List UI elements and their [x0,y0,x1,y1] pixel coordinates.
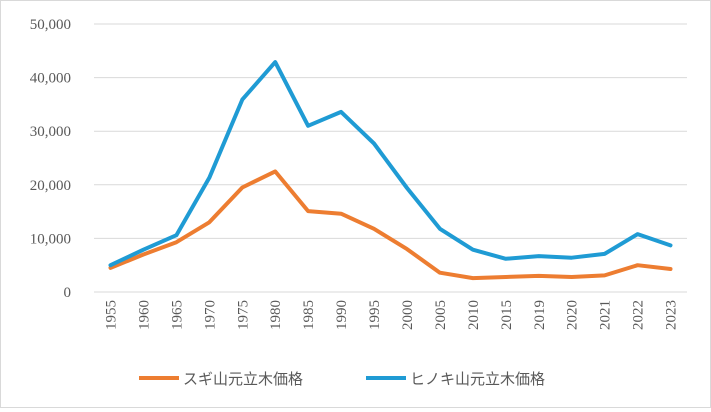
x-tick-label: 1970 [202,300,218,330]
x-tick-label: 2019 [532,300,548,330]
x-tick-label: 1995 [367,300,383,330]
legend-label-sugi: スギ山元立木価格 [183,370,303,388]
x-tick-label: 2010 [466,300,482,330]
series-line-hinoki [108,60,673,268]
x-tick-label: 2015 [499,300,515,330]
y-tick-label: 0 [64,285,72,301]
y-tick-label: 50,000 [30,17,71,33]
x-tick-label: 1990 [334,300,350,330]
x-tick-label: 2022 [631,300,647,330]
series-lines [108,60,673,281]
gridlines [94,23,687,239]
y-tick-label: 20,000 [30,178,71,194]
x-tick-label: 2023 [664,300,680,330]
x-tick-label: 1960 [136,300,152,330]
x-tick-label: 1985 [301,300,317,330]
y-tick-label: 30,000 [30,124,71,140]
x-tick-label: 2020 [565,300,581,330]
series-line-sugi [108,169,673,281]
x-tick-label: 2000 [400,300,416,330]
y-tick-label: 40,000 [30,71,71,87]
y-tick-label: 10,000 [30,231,71,247]
x-tick-label: 1965 [169,300,185,330]
x-tick-label: 1955 [103,300,119,330]
axes: 0 10,000 20,000 30,000 40,000 50,000 1955 1960 1… [30,17,687,330]
x-tick-label: 1980 [268,300,284,330]
x-tick-label: 1975 [235,300,251,330]
x-tick-label: 2005 [433,300,449,330]
legend: スギ山元立木価格 ヒノキ山元立木価格 [139,370,545,388]
x-tick-label: 2021 [598,300,614,330]
legend-label-hinoki: ヒノキ山元立木価格 [410,370,545,388]
